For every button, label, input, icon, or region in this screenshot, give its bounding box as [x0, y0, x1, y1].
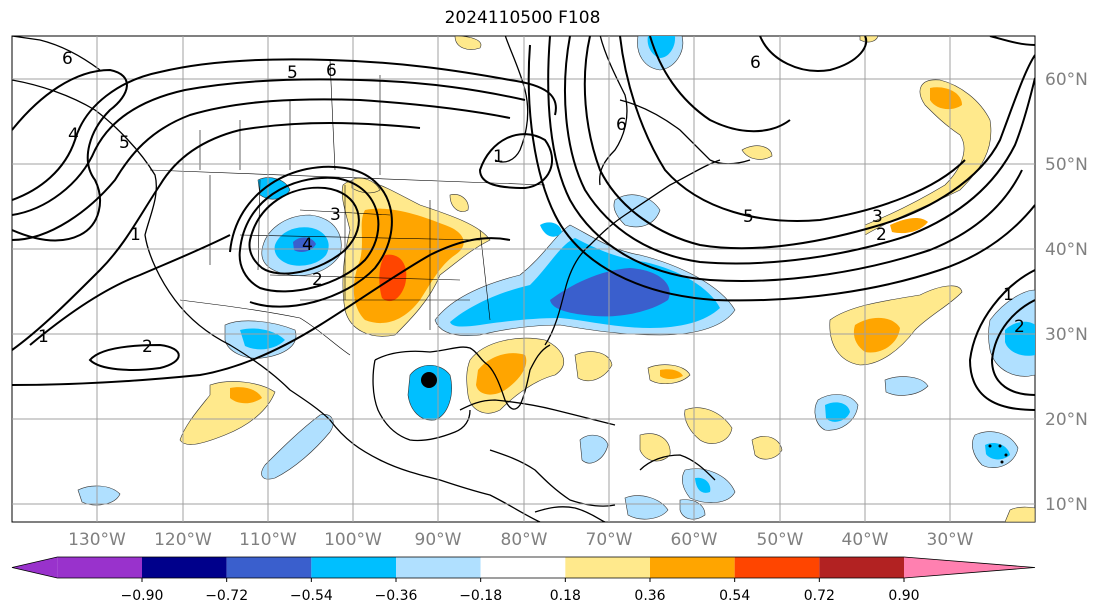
colorbar-segment — [57, 557, 143, 578]
lat-label: 40°N — [1045, 240, 1088, 260]
colorbar-extend-min — [12, 557, 58, 578]
colorbar-segment — [650, 557, 735, 578]
height-contours — [12, 36, 1035, 411]
lon-label: 50°W — [757, 530, 804, 550]
colorbar-segment — [311, 557, 396, 578]
contour-label: 2 — [1014, 317, 1025, 337]
borders — [149, 59, 546, 356]
colorbar-tick-label: −0.18 — [459, 588, 502, 604]
lon-label: 30°W — [927, 530, 974, 550]
anomaly-shading — [77, 36, 1035, 522]
contour-label: 1 — [130, 225, 141, 245]
contour-label: 4 — [302, 235, 313, 255]
colorbar-segment — [734, 557, 820, 578]
colorbar-tick-label: 0.54 — [719, 588, 750, 604]
contour-label: 3 — [330, 205, 341, 225]
contour-labels: 6 5 6 4 5 1 6 6 5 4 3 2 1 1 3 2 2 1 2 — [38, 49, 1025, 357]
contour-label: 6 — [750, 53, 761, 73]
colorbar-tick-label: 0.18 — [550, 588, 581, 604]
graticule — [12, 36, 1035, 522]
lon-label: 100°W — [324, 530, 382, 550]
colorbar-tick-label: −0.36 — [375, 588, 418, 604]
lon-label: 80°W — [501, 530, 548, 550]
colorbar-tick-label: 0.72 — [804, 588, 835, 604]
colorbar-tick-label: −0.54 — [290, 588, 333, 604]
contour-label: 1 — [38, 327, 49, 347]
colorbar-tick-label: −0.90 — [121, 588, 164, 604]
colorbar-segment — [565, 557, 650, 578]
contour-label: 5 — [743, 207, 754, 227]
contour-label: 5 — [119, 133, 130, 153]
lon-label: 60°W — [671, 530, 718, 550]
colorbar-extend-max — [904, 557, 1035, 578]
storm-center-marker — [421, 372, 437, 388]
contour-label: 1 — [1003, 285, 1014, 305]
storm-dots — [988, 444, 1008, 464]
colorbar-segment — [480, 557, 566, 578]
lat-label: 30°N — [1045, 325, 1088, 345]
contour-label: 3 — [872, 207, 883, 227]
colorbar-tick-label: 0.90 — [888, 588, 919, 604]
lat-label: 50°N — [1045, 155, 1088, 175]
contour-label: 2 — [876, 225, 887, 245]
map-title: 2024110500 F108 — [444, 8, 601, 28]
contour-label: 2 — [142, 337, 153, 357]
contour-label: 6 — [62, 49, 73, 69]
colorbar-segment — [396, 557, 481, 578]
lon-label: 120°W — [154, 530, 212, 550]
colorbar-tick-label: −0.72 — [205, 588, 248, 604]
colorbar-segment — [142, 557, 227, 578]
lat-label: 10°N — [1045, 495, 1088, 515]
colorbar-outline — [11, 556, 1036, 579]
contour-label: 5 — [287, 63, 298, 83]
contour-label: 6 — [326, 61, 337, 81]
longitude-labels: 130°W 120°W 110°W 100°W 90°W 80°W 70°W 6… — [68, 530, 974, 550]
lon-label: 90°W — [415, 530, 462, 550]
lon-label: 70°W — [586, 530, 633, 550]
lon-label: 130°W — [68, 530, 126, 550]
colorbar-tick-label: 0.36 — [634, 588, 665, 604]
colorbar-segment — [226, 557, 312, 578]
contour-label: 6 — [616, 115, 627, 135]
lon-label: 110°W — [239, 530, 297, 550]
colorbar: −0.90 −0.72 −0.54 −0.36 −0.18 0.18 0.36 0.54 0.7… — [11, 556, 1036, 604]
lat-label: 60°N — [1045, 70, 1088, 90]
lat-label: 20°N — [1045, 410, 1088, 430]
latitude-labels: 60°N 50°N 40°N 30°N 20°N 10°N — [1045, 70, 1088, 515]
lon-label: 40°W — [842, 530, 889, 550]
contour-label: 2 — [312, 270, 323, 290]
contour-label: 4 — [68, 125, 79, 145]
colorbar-segment — [819, 557, 904, 578]
contour-label: 1 — [493, 147, 504, 167]
